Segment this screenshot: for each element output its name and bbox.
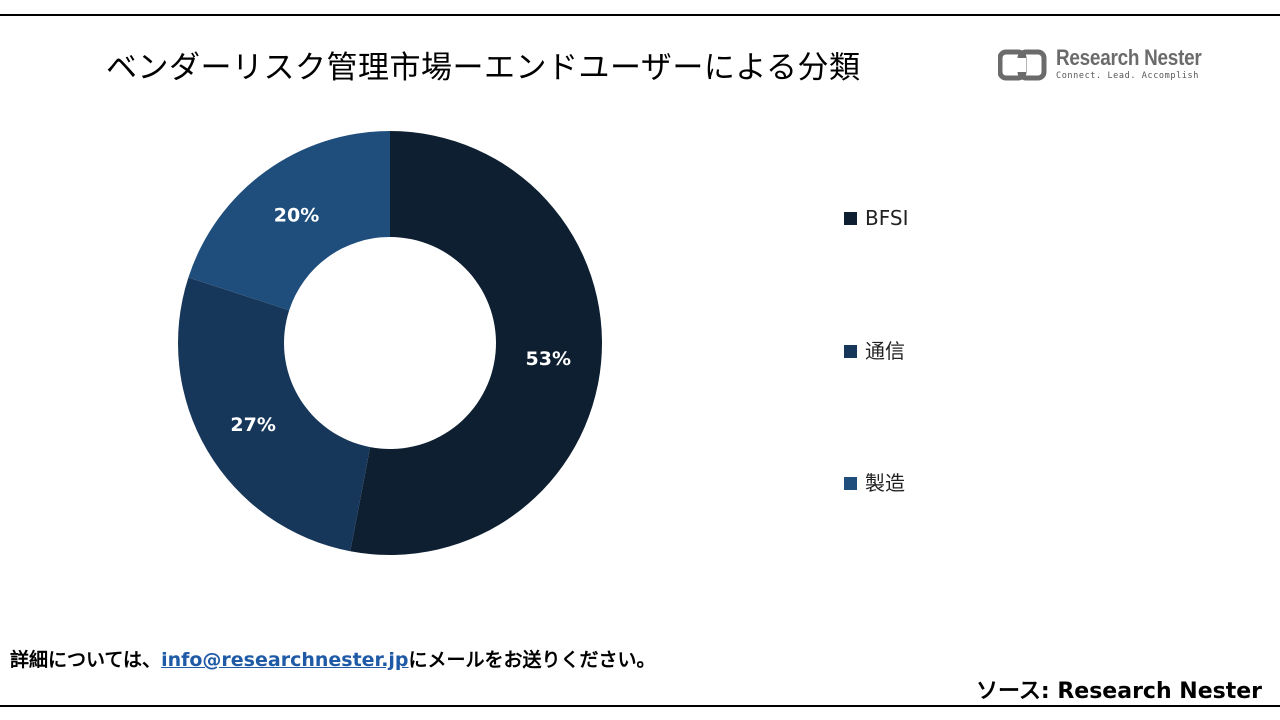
research-nester-logo-icon	[998, 49, 1047, 81]
legend-item-3: 製造	[844, 471, 905, 495]
legend-label: 製造	[865, 471, 905, 495]
donut-slice-3	[188, 131, 390, 311]
logo-name: Research Nester	[1056, 45, 1202, 70]
slice-data-label-3: 20%	[274, 204, 319, 226]
contact-note-prefix: 詳細については、	[10, 649, 162, 671]
slice-data-label-2: 27%	[230, 414, 275, 436]
slice-data-label-1: 53%	[526, 348, 571, 370]
legend-item-2: 通信	[844, 339, 905, 363]
contact-note-suffix: にメールをお送りください。	[408, 649, 656, 671]
legend-label: BFSI	[865, 206, 909, 230]
donut-slice-1	[350, 131, 603, 555]
bottom-rule	[0, 705, 1280, 707]
legend-label: 通信	[865, 339, 905, 363]
legend-swatch	[844, 476, 857, 490]
top-rule	[0, 14, 1280, 16]
donut-slice-2	[177, 277, 371, 552]
legend-swatch	[844, 344, 857, 358]
brand-logo[interactable]: Research Nester Connect. Lead. Accomplis…	[998, 46, 1218, 86]
legend-swatch	[844, 211, 857, 225]
contact-note: 詳細については、info@researchnester.jpにメールをお送りくだ…	[10, 646, 656, 674]
contact-email-link[interactable]: info@researchnester.jp	[161, 649, 409, 671]
logo-tagline: Connect. Lead. Accomplish	[1056, 71, 1199, 81]
chart-title: ベンダーリスク管理市場ーエンドユーザーによる分類	[106, 50, 861, 86]
source-credit: ソース: Research Nester	[975, 679, 1262, 704]
legend-item-1: BFSI	[844, 206, 908, 230]
